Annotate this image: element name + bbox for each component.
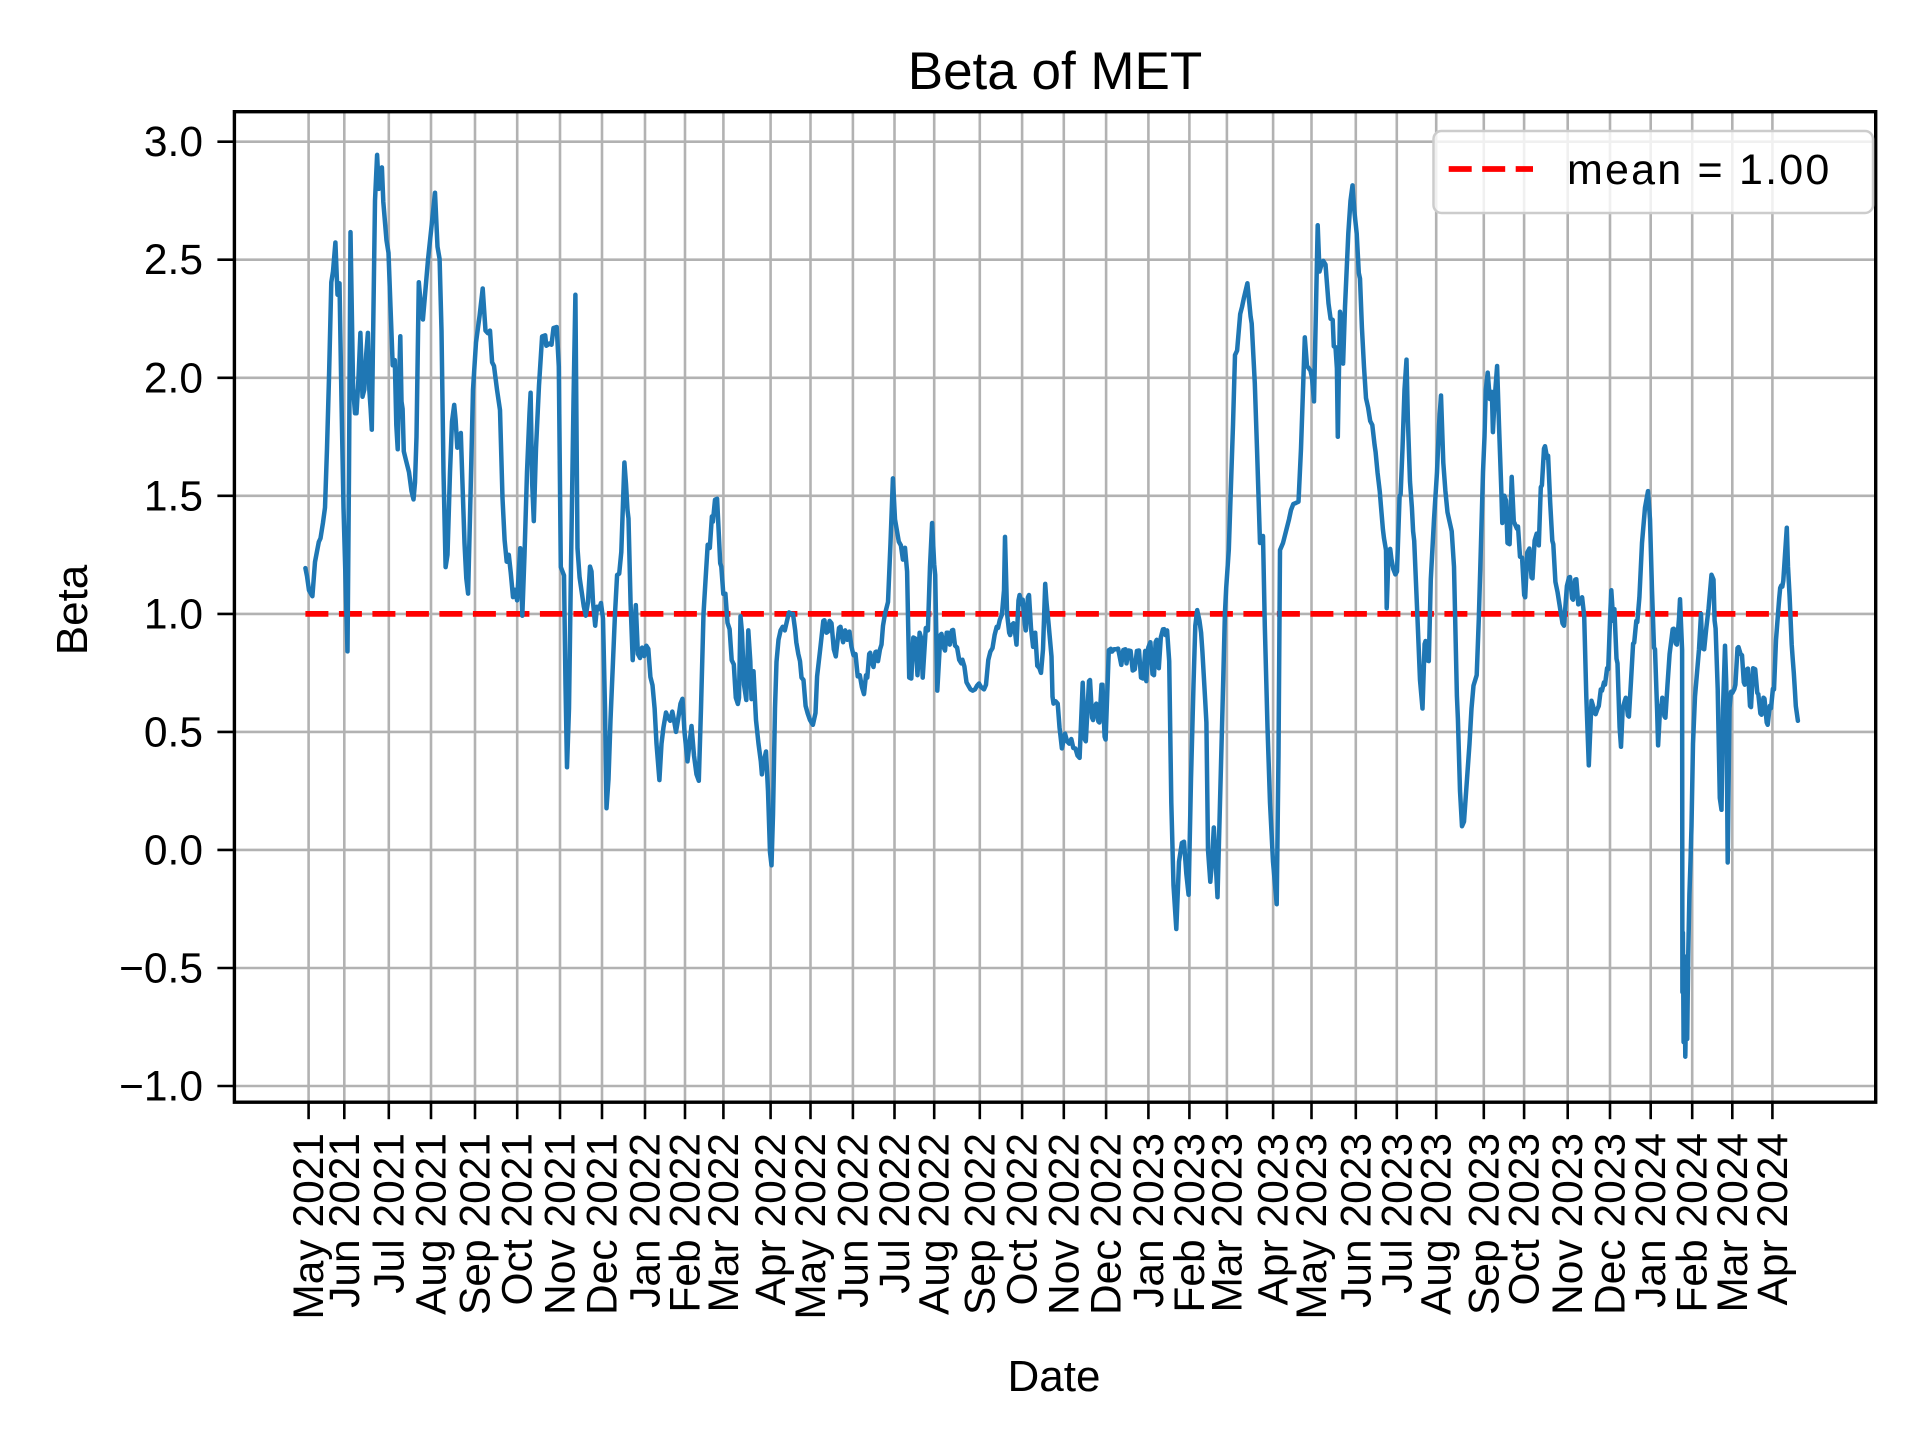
svg-text:Aug 2021: Aug 2021: [409, 1133, 456, 1315]
svg-text:Feb 2022: Feb 2022: [663, 1133, 710, 1313]
svg-text:May 2023: May 2023: [1289, 1133, 1336, 1320]
svg-text:Mar 2023: Mar 2023: [1204, 1133, 1251, 1313]
svg-text:May 2021: May 2021: [286, 1133, 333, 1320]
svg-text:Aug 2022: Aug 2022: [912, 1133, 959, 1315]
svg-text:Beta: Beta: [48, 564, 97, 655]
svg-text:Jan 2023: Jan 2023: [1126, 1133, 1173, 1308]
svg-text:Oct 2023: Oct 2023: [1502, 1133, 1549, 1305]
svg-text:Nov 2023: Nov 2023: [1545, 1133, 1592, 1315]
svg-text:−1.0: −1.0: [119, 1064, 203, 1111]
svg-text:0.5: 0.5: [144, 709, 203, 756]
svg-text:Sep 2021: Sep 2021: [453, 1133, 500, 1315]
svg-text:Beta of MET: Beta of MET: [908, 42, 1203, 101]
svg-text:1.0: 1.0: [144, 591, 203, 638]
svg-text:Oct 2022: Oct 2022: [1000, 1133, 1047, 1305]
svg-text:Sep 2022: Sep 2022: [957, 1133, 1004, 1315]
svg-text:Nov 2021: Nov 2021: [538, 1133, 585, 1315]
svg-text:Aug 2023: Aug 2023: [1414, 1133, 1461, 1315]
svg-text:Jun 2022: Jun 2022: [830, 1133, 877, 1308]
svg-text:mean = 1.00: mean = 1.00: [1567, 146, 1831, 194]
svg-text:Apr 2024: Apr 2024: [1750, 1133, 1797, 1306]
svg-text:0.0: 0.0: [144, 827, 203, 874]
svg-text:Jun 2021: Jun 2021: [322, 1133, 369, 1308]
svg-text:Sep 2023: Sep 2023: [1461, 1133, 1508, 1315]
svg-text:Date: Date: [1008, 1352, 1101, 1401]
svg-text:Jul 2022: Jul 2022: [872, 1133, 919, 1294]
svg-text:Jul 2021: Jul 2021: [366, 1133, 413, 1294]
svg-text:May 2022: May 2022: [788, 1133, 835, 1320]
svg-text:Dec 2021: Dec 2021: [580, 1133, 627, 1315]
svg-text:Oct 2021: Oct 2021: [495, 1133, 542, 1305]
svg-text:1.5: 1.5: [144, 473, 203, 520]
svg-text:Apr 2023: Apr 2023: [1251, 1133, 1298, 1306]
svg-text:Mar 2024: Mar 2024: [1710, 1133, 1757, 1313]
svg-text:Jan 2022: Jan 2022: [623, 1133, 670, 1308]
svg-text:Dec 2022: Dec 2022: [1084, 1133, 1131, 1315]
svg-text:3.0: 3.0: [144, 119, 203, 166]
svg-text:2.0: 2.0: [144, 355, 203, 402]
svg-text:Jan 2024: Jan 2024: [1628, 1133, 1675, 1308]
svg-text:Apr 2022: Apr 2022: [748, 1133, 795, 1306]
svg-text:Jun 2023: Jun 2023: [1333, 1133, 1380, 1308]
svg-text:Nov 2022: Nov 2022: [1041, 1133, 1088, 1315]
svg-text:Jul 2023: Jul 2023: [1374, 1133, 1421, 1294]
svg-text:Mar 2022: Mar 2022: [701, 1133, 748, 1313]
svg-text:2.5: 2.5: [144, 237, 203, 284]
svg-text:Feb 2023: Feb 2023: [1167, 1133, 1214, 1313]
svg-text:−0.5: −0.5: [119, 946, 203, 993]
svg-text:Feb 2024: Feb 2024: [1670, 1133, 1717, 1313]
svg-text:Dec 2023: Dec 2023: [1588, 1133, 1635, 1315]
